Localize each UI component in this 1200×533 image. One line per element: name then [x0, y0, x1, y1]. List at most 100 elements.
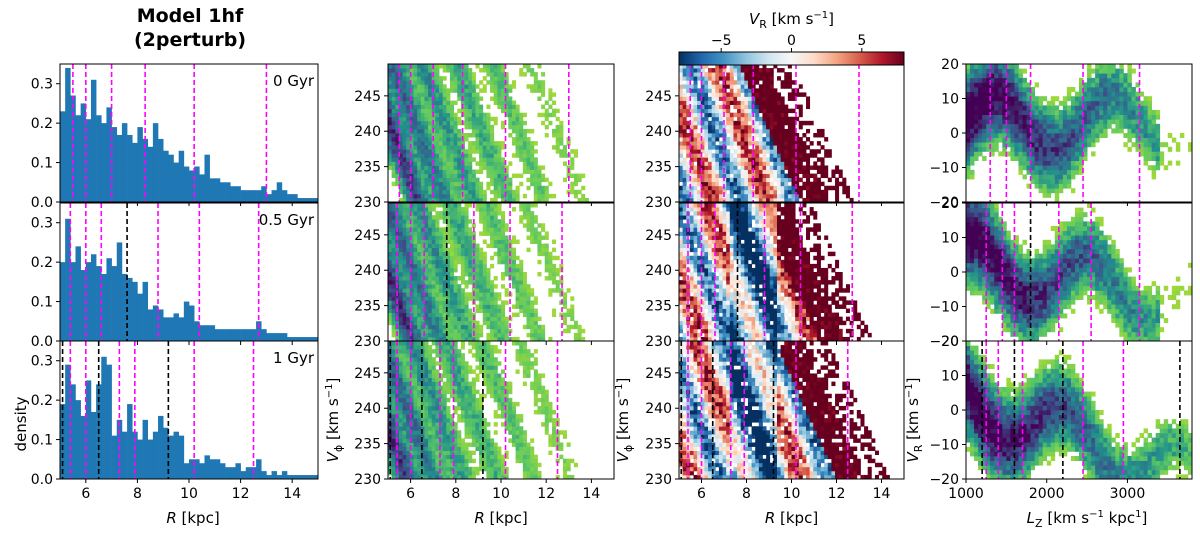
heatmap-cell: [479, 141, 484, 146]
heatmap-cell: [479, 149, 484, 154]
heatmap-cell: [511, 137, 516, 142]
heatmap-cell: [391, 173, 396, 179]
heatmap-cell: [420, 357, 425, 362]
heatmap-cell: [693, 141, 698, 146]
heatmap-cell: [755, 141, 760, 146]
heatmap-cell: [697, 181, 702, 187]
heatmap-cell: [511, 312, 516, 318]
x-tick-label: 8: [451, 486, 460, 502]
heatmap-cell: [482, 393, 487, 399]
heatmap-cell: [398, 324, 403, 330]
heatmap-cell: [457, 157, 462, 162]
heatmap-cell: [519, 446, 524, 451]
heatmap-cell: [402, 88, 407, 93]
heatmap-cell: [388, 296, 393, 301]
heatmap-cell: [449, 450, 455, 456]
heatmap-cell: [726, 84, 731, 89]
heatmap-cell: [791, 185, 796, 191]
heatmap-cell: [468, 120, 473, 126]
heatmap-cell: [464, 120, 469, 126]
heatmap-cell: [722, 100, 727, 105]
heatmap-cell: [446, 255, 451, 261]
heatmap-cell: [409, 173, 414, 179]
heatmap-cell: [431, 231, 436, 236]
heatmap-cell: [522, 458, 527, 464]
heatmap-cell: [482, 272, 487, 277]
heatmap-cell: [718, 108, 723, 114]
heatmap-cell: [755, 173, 760, 179]
heatmap-cell: [449, 203, 455, 208]
heatmap-cell: [715, 173, 720, 179]
heatmap-cell: [776, 137, 782, 142]
heatmap-cell: [744, 177, 749, 183]
heatmap-cell: [398, 108, 403, 114]
heatmap-cell: [391, 104, 396, 110]
heatmap-cell: [497, 377, 502, 382]
heatmap-cell: [501, 108, 506, 114]
heatmap-cell: [733, 173, 738, 179]
heatmap-cell: [471, 169, 476, 174]
heatmap-cell: [391, 133, 396, 138]
heatmap-cell: [519, 149, 524, 154]
heatmap-cell: [417, 203, 422, 208]
heatmap-cell: [530, 300, 535, 305]
heatmap-cell: [391, 292, 396, 297]
heatmap-cell: [482, 239, 487, 244]
heatmap-cell: [697, 197, 702, 203]
heatmap-cell: [715, 153, 720, 158]
heatmap-cell: [715, 157, 720, 162]
heatmap-cell: [428, 263, 433, 269]
heatmap-cell: [424, 385, 429, 391]
heatmap-cell: [391, 381, 396, 387]
heatmap-cell: [755, 76, 760, 81]
heatmap-cell: [475, 189, 480, 195]
heatmap-cell: [457, 349, 462, 354]
heatmap-cell: [697, 165, 702, 170]
heatmap-cell: [391, 161, 396, 166]
heatmap-cell: [490, 137, 495, 142]
heatmap-cell: [700, 116, 705, 122]
heatmap-cell: [402, 422, 407, 427]
heatmap-cell: [555, 108, 560, 114]
heatmap-cell: [501, 76, 506, 81]
heatmap-cell: [435, 369, 440, 374]
heatmap-cell: [402, 418, 407, 423]
heatmap-cell: [700, 133, 705, 138]
heatmap-cell: [697, 137, 702, 142]
heatmap-cell: [766, 141, 771, 146]
heatmap-cell: [409, 96, 414, 101]
figure-title-line1: Model 1hf: [136, 5, 244, 27]
heatmap-cell: [402, 454, 407, 460]
heatmap-cell: [486, 304, 491, 309]
heatmap-cell: [388, 418, 393, 423]
heatmap-cell: [388, 345, 393, 350]
heatmap-cell: [471, 76, 476, 81]
heatmap-cell: [718, 124, 723, 130]
heatmap-cell: [787, 153, 792, 158]
heatmap-cell: [769, 72, 774, 77]
heatmap-cell: [409, 397, 414, 403]
heatmap-cell: [453, 458, 458, 464]
heatmap-cell: [417, 341, 422, 346]
heatmap-cell: [711, 88, 716, 93]
heatmap-cell: [395, 80, 400, 85]
histogram-bar: [60, 262, 66, 341]
heatmap-cell: [428, 377, 433, 382]
heatmap-cell: [490, 312, 495, 318]
heatmap-cell: [490, 349, 495, 354]
heatmap-cell: [439, 308, 444, 313]
heatmap-cell: [435, 272, 440, 277]
heatmap-cell: [791, 80, 796, 85]
heatmap-cell: [769, 76, 774, 81]
heatmap-cell: [453, 462, 458, 468]
heatmap-cell: [391, 96, 396, 101]
heatmap-cell: [446, 100, 451, 105]
heatmap-cell: [398, 177, 403, 183]
heatmap-cell: [747, 169, 752, 174]
heatmap-cell: [424, 104, 429, 110]
heatmap-cell: [733, 141, 738, 146]
heatmap-cell: [762, 124, 767, 130]
heatmap-cell: [431, 381, 436, 387]
heatmap-cell: [428, 92, 433, 97]
heatmap-cell: [453, 385, 458, 391]
